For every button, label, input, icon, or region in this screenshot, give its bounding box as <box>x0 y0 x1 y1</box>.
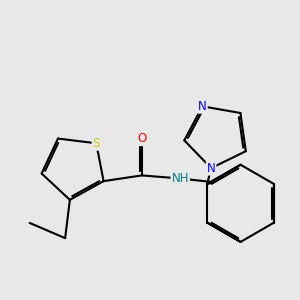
Text: N: N <box>198 100 207 113</box>
Text: S: S <box>92 137 100 150</box>
Text: NH: NH <box>172 172 189 185</box>
Text: N: N <box>207 162 215 175</box>
Text: O: O <box>137 132 146 145</box>
